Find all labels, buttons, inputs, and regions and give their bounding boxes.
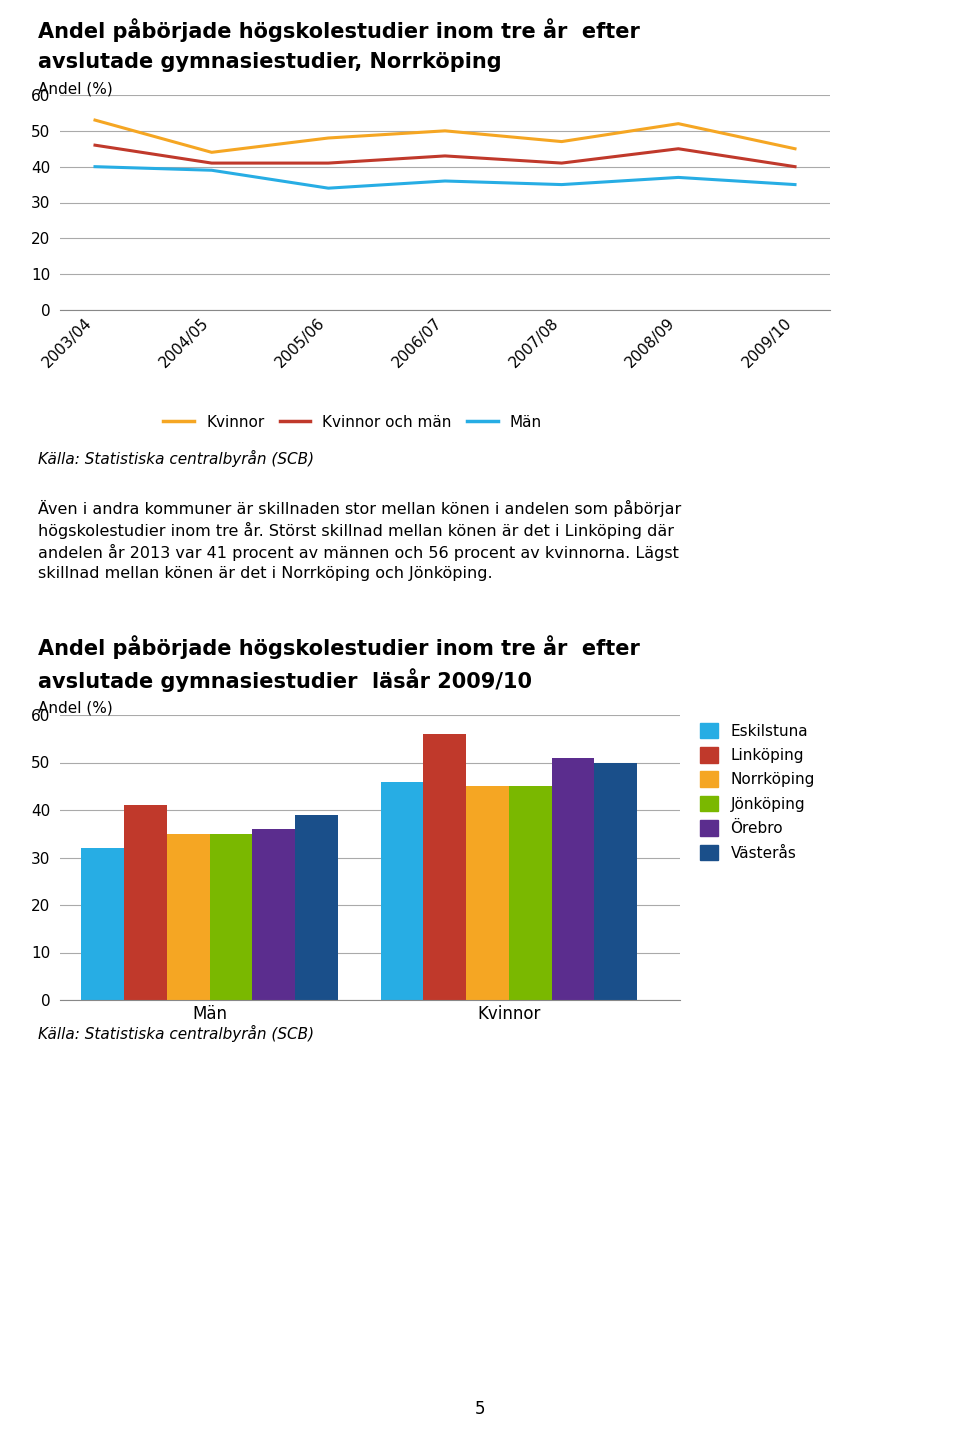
- Text: Källa: Statistiska centralbyrån (SCB): Källa: Statistiska centralbyrån (SCB): [38, 1025, 315, 1042]
- Text: avslutade gymnasiestudier  läsår 2009/10: avslutade gymnasiestudier läsår 2009/10: [38, 668, 533, 692]
- Text: Andel påbörjade högskolestudier inom tre år  efter: Andel påbörjade högskolestudier inom tre…: [38, 635, 640, 660]
- Legend: Kvinnor, Kvinnor och män, Män: Kvinnor, Kvinnor och män, Män: [157, 409, 548, 435]
- Text: Andel (%): Andel (%): [38, 700, 113, 715]
- Bar: [467, 786, 509, 1000]
- Text: avslutade gymnasiestudier, Norrköping: avslutade gymnasiestudier, Norrköping: [38, 52, 502, 71]
- Bar: [423, 734, 467, 1000]
- Bar: [594, 763, 637, 1000]
- Text: 5: 5: [475, 1401, 485, 1418]
- Text: Andel påbörjade högskolestudier inom tre år  efter: Andel påbörjade högskolestudier inom tre…: [38, 17, 640, 42]
- Bar: [124, 805, 167, 1000]
- Bar: [82, 847, 124, 1000]
- Bar: [381, 782, 423, 1000]
- Text: andelen år 2013 var 41 procent av männen och 56 procent av kvinnorna. Lägst: andelen år 2013 var 41 procent av männen…: [38, 545, 680, 561]
- Text: skillnad mellan könen är det i Norrköping och Jönköping.: skillnad mellan könen är det i Norrköpin…: [38, 566, 493, 581]
- Text: högskolestudier inom tre år. Störst skillnad mellan könen är det i Linköping där: högskolestudier inom tre år. Störst skil…: [38, 523, 674, 539]
- Text: Även i andra kommuner är skillnaden stor mellan könen i andelen som påbörjar: Även i andra kommuner är skillnaden stor…: [38, 499, 682, 517]
- Bar: [167, 834, 209, 1000]
- Legend: Eskilstuna, Linköping, Norrköping, Jönköping, Örebro, Västerås: Eskilstuna, Linköping, Norrköping, Jönkö…: [700, 722, 815, 860]
- Bar: [209, 834, 252, 1000]
- Bar: [552, 757, 594, 1000]
- Text: Källa: Statistiska centralbyrån (SCB): Källa: Statistiska centralbyrån (SCB): [38, 450, 315, 467]
- Bar: [295, 815, 338, 1000]
- Text: Andel (%): Andel (%): [38, 82, 113, 98]
- Bar: [509, 786, 552, 1000]
- Bar: [252, 828, 295, 1000]
